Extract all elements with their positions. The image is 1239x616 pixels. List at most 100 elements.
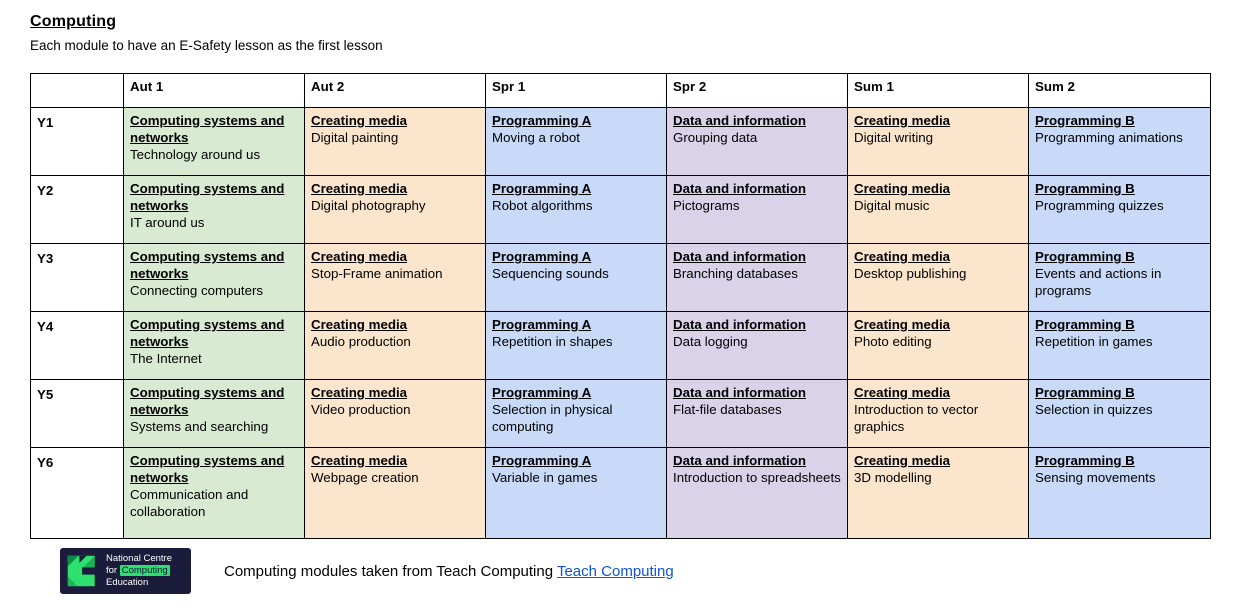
module-category: Computing systems and networks — [130, 113, 285, 145]
module-topic: Selection in quizzes — [1035, 402, 1153, 417]
module-cell: Computing systems and networks Systems an… — [123, 379, 305, 448]
module-topic: Repetition in games — [1035, 334, 1153, 349]
module-cell: Computing systems and networks The Intern… — [123, 311, 305, 380]
column-header-aut-2: Aut 2 — [304, 73, 486, 108]
module-category: Data and information — [673, 249, 806, 264]
table-header-row: Aut 1 Aut 2 Spr 1 Spr 2 Sum 1 Sum 2 — [30, 73, 1211, 108]
column-header-sum-1: Sum 1 — [847, 73, 1029, 108]
module-category: Creating media — [854, 113, 951, 128]
module-category: Programming A — [492, 181, 592, 196]
module-cell: Creating media Photo editing — [847, 311, 1029, 380]
module-category: Creating media — [311, 317, 408, 332]
module-topic: Digital painting — [311, 130, 399, 145]
module-topic: IT around us — [130, 215, 205, 230]
teach-computing-link[interactable]: Teach Computing — [556, 562, 674, 580]
module-category: Programming B — [1035, 249, 1135, 264]
year-label: Y3 — [30, 243, 124, 312]
corner-cell — [30, 73, 124, 108]
module-topic: Technology around us — [130, 147, 261, 162]
ncce-logo-line1: National Centre — [106, 553, 173, 564]
module-topic: Digital music — [854, 198, 930, 213]
module-category: Creating media — [854, 249, 951, 264]
module-category: Creating media — [311, 181, 408, 196]
year-label: Y5 — [30, 379, 124, 448]
table-row-y5: Y5 Computing systems and networks Systems … — [30, 379, 1211, 448]
module-cell: Creating media Desktop publishing — [847, 243, 1029, 312]
module-cell: Creating media Digital music — [847, 175, 1029, 244]
curriculum-table: Aut 1 Aut 2 Spr 1 Spr 2 Sum 1 Sum 2 Y1 Computi… — [30, 73, 1211, 539]
module-cell: Computing systems and networks Technology… — [123, 107, 305, 176]
module-cell: Programming B Selection in quizzes — [1028, 379, 1211, 448]
module-topic: Introduction to spreadsheets — [673, 470, 841, 485]
table-row-y2: Y2 Computing systems and networks IT aroun… — [30, 175, 1211, 244]
column-header-spr-1: Spr 1 — [485, 73, 667, 108]
module-cell: Programming B Programming animations — [1028, 107, 1211, 176]
module-cell: Creating media Video production — [304, 379, 486, 448]
module-category: Creating media — [854, 385, 951, 400]
year-label: Y1 — [30, 107, 124, 176]
credit-text: Computing modules taken from Teach Compu… — [224, 562, 554, 580]
column-header-spr-2: Spr 2 — [666, 73, 848, 108]
module-topic: Events and actions in programs — [1035, 266, 1162, 298]
module-topic: Grouping data — [673, 130, 758, 145]
module-topic: Sensing movements — [1035, 470, 1156, 485]
column-header-aut-1: Aut 1 — [123, 73, 305, 108]
table-row-y6: Y6 Computing systems and networks Communic… — [30, 447, 1211, 539]
module-topic: Connecting computers — [130, 283, 264, 298]
module-category: Creating media — [854, 181, 951, 196]
module-topic: Data logging — [673, 334, 748, 349]
module-cell: Creating media Audio production — [304, 311, 486, 380]
module-category: Creating media — [311, 113, 408, 128]
ncce-logo-highlight: Computing — [119, 565, 170, 576]
module-category: Programming B — [1035, 113, 1135, 128]
module-cell: Programming A Repetition in shapes — [485, 311, 667, 380]
module-cell: Creating media 3D modelling — [847, 447, 1029, 539]
module-topic: Digital writing — [854, 130, 934, 145]
module-topic: Desktop publishing — [854, 266, 967, 281]
module-cell: Programming A Sequencing sounds — [485, 243, 667, 312]
module-category: Data and information — [673, 181, 806, 196]
module-category: Creating media — [854, 317, 951, 332]
module-cell: Programming A Moving a robot — [485, 107, 667, 176]
module-cell: Creating media Webpage creation — [304, 447, 486, 539]
module-cell: Data and information Grouping data — [666, 107, 848, 176]
module-category: Computing systems and networks — [130, 317, 285, 349]
year-label: Y4 — [30, 311, 124, 380]
module-topic: The Internet — [130, 351, 202, 366]
module-cell: Data and information Introduction to spre… — [666, 447, 848, 539]
credit-line: Computing modules taken from Teach Compu… — [224, 563, 674, 580]
table-row-y1: Y1 Computing systems and networks Technolo… — [30, 107, 1211, 176]
module-topic: Flat-file databases — [673, 402, 782, 417]
module-category: Programming B — [1035, 317, 1135, 332]
module-cell: Programming B Programming quizzes — [1028, 175, 1211, 244]
page-title: Computing — [30, 13, 117, 30]
module-category: Data and information — [673, 317, 806, 332]
module-topic: Webpage creation — [311, 470, 419, 485]
module-topic: Photo editing — [854, 334, 932, 349]
module-cell: Creating media Introduction to vector gra… — [847, 379, 1029, 448]
module-cell: Computing systems and networks Connecting… — [123, 243, 305, 312]
module-topic: Selection in physical computing — [492, 402, 613, 434]
document-page: Computing Each module to have an E-Safet… — [30, 13, 1211, 594]
module-topic: Introduction to vector graphics — [854, 402, 979, 434]
ncce-logo-line2: for Computing — [106, 565, 170, 576]
module-cell: Programming B Sensing movements — [1028, 447, 1211, 539]
module-topic: Systems and searching — [130, 419, 269, 434]
module-category: Data and information — [673, 113, 806, 128]
module-topic: Robot algorithms — [492, 198, 593, 213]
module-category: Programming A — [492, 453, 592, 468]
module-topic: Video production — [311, 402, 411, 417]
page-subtitle: Each module to have an E-Safety lesson a… — [30, 38, 383, 53]
module-category: Computing systems and networks — [130, 453, 285, 485]
module-topic: Stop-Frame animation — [311, 266, 443, 281]
module-category: Programming A — [492, 113, 592, 128]
module-category: Programming B — [1035, 181, 1135, 196]
ncce-logo-icon — [67, 555, 95, 587]
module-topic: Repetition in shapes — [492, 334, 613, 349]
module-topic: Digital photography — [311, 198, 426, 213]
column-header-sum-2: Sum 2 — [1028, 73, 1211, 108]
module-cell: Creating media Digital photography — [304, 175, 486, 244]
module-cell: Data and information Branching databases — [666, 243, 848, 312]
module-category: Computing systems and networks — [130, 385, 285, 417]
module-topic: Branching databases — [673, 266, 798, 281]
